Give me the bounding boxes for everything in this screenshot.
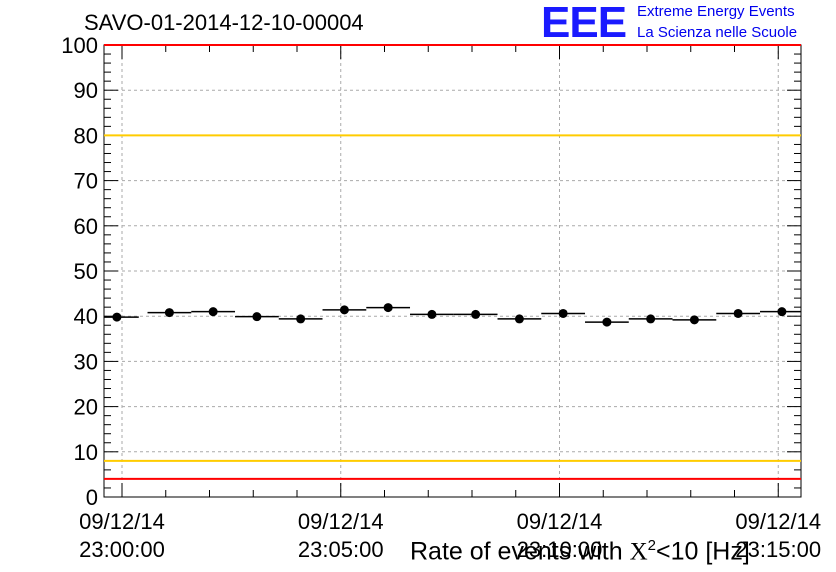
x-axis-title-sup: 2 [647, 537, 656, 554]
x-tick-date: 09/12/14 [298, 509, 384, 534]
x-axis-title-suffix: <10 [Hz] [655, 537, 750, 566]
y-tick-label: 20 [74, 395, 98, 420]
y-tick-label: 40 [74, 304, 98, 329]
logo-tagline-2: La Scienza nelle Scuole [637, 24, 798, 41]
y-tick-label: 60 [74, 214, 98, 239]
y-tick-label: 80 [74, 123, 98, 148]
data-point [689, 315, 699, 325]
y-tick-label: 100 [61, 33, 98, 58]
y-tick-label: 70 [74, 169, 98, 194]
y-tick-label: 0 [86, 485, 98, 510]
eee-logo: EEE [541, 0, 627, 47]
data-point [296, 314, 306, 324]
logo-tagline-1: Extreme Energy Events [637, 3, 795, 20]
y-tick-label: 30 [74, 349, 98, 374]
y-tick-label: 50 [74, 259, 98, 284]
x-tick-time: 23:15:00 [735, 537, 821, 562]
data-point [427, 309, 437, 319]
x-tick-date: 09/12/14 [79, 509, 165, 534]
x-tick-time: 23:00:00 [79, 537, 165, 562]
x-axis-title: Rate of events with X2<10 [Hz] [410, 537, 750, 566]
data-point [208, 307, 218, 317]
data-point [252, 312, 262, 322]
data-point [471, 309, 481, 319]
y-tick-label: 10 [74, 440, 98, 465]
y-tick-label: 90 [74, 78, 98, 103]
data-point [558, 308, 568, 318]
x-tick-time: 23:05:00 [298, 537, 384, 562]
x-tick-date: 09/12/14 [517, 509, 603, 534]
data-point [383, 303, 393, 313]
x-tick-date: 09/12/14 [735, 509, 821, 534]
run-title: SAVO-01-2014-12-10-00004 [84, 10, 364, 35]
data-point [646, 314, 656, 324]
data-point [733, 308, 743, 318]
x-axis-title-prefix: Rate of events with [410, 537, 630, 566]
x-tick-time: 23:10:00 [517, 537, 603, 562]
data-point [777, 307, 787, 317]
data-point [112, 312, 122, 322]
x-axis-title-symbol: X [629, 538, 648, 566]
data-point [602, 317, 612, 327]
data-point [514, 314, 524, 324]
data-point [339, 305, 349, 315]
data-point [164, 308, 174, 318]
